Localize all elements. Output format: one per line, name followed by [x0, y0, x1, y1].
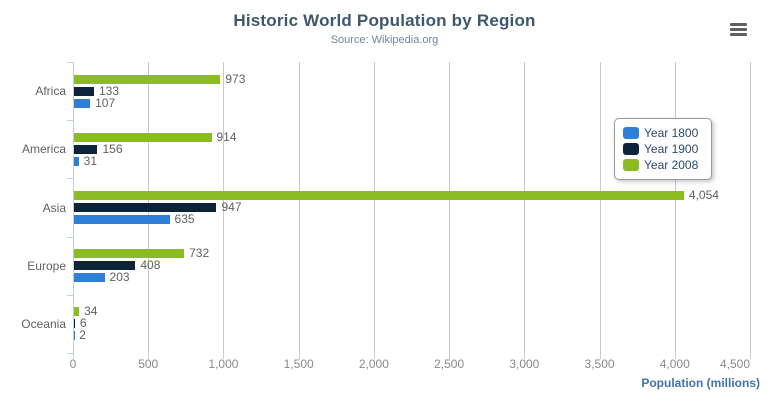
y-axis-tick: [67, 120, 73, 122]
bar-year-1900-asia[interactable]: [74, 203, 217, 212]
x-axis-tick: [373, 353, 375, 359]
x-axis-tick: [73, 353, 74, 359]
data-label: 156: [102, 141, 123, 156]
gridline: [449, 62, 451, 353]
x-tick-label: 3,000: [509, 357, 540, 371]
data-label: 4,054: [688, 188, 719, 202]
legend-label: Year 1800: [644, 126, 699, 140]
gridline: [674, 62, 676, 353]
x-axis-tick: [298, 353, 300, 359]
x-tick-label: 500: [138, 357, 159, 371]
bar-year-1800-asia[interactable]: [74, 215, 170, 224]
data-label: 732: [189, 246, 210, 261]
bar-year-2008-oceania[interactable]: [74, 307, 80, 317]
legend-item-year-2008[interactable]: Year 2008: [623, 157, 703, 173]
bar-year-1900-america[interactable]: [74, 144, 98, 154]
bar-year-1800-america[interactable]: [74, 156, 79, 166]
y-axis-tick: [67, 353, 73, 354]
x-axis-tick: [223, 353, 225, 359]
y-axis-tick: [67, 178, 73, 180]
x-axis-tick: [599, 353, 601, 359]
y-axis-tick: [67, 236, 73, 238]
x-axis-tick: [674, 353, 676, 359]
legend-symbol-icon: [623, 143, 639, 155]
x-axis-title: Population (millions): [641, 376, 760, 390]
bar-year-2008-europe[interactable]: [74, 249, 185, 259]
bar-year-1900-oceania[interactable]: [74, 319, 75, 329]
gridline: [524, 62, 526, 353]
x-axis-tick: [449, 353, 451, 359]
y-axis-tick: [67, 294, 73, 296]
legend: Year 1800 Year 1900 Year 2008: [614, 118, 712, 180]
data-label: 2: [79, 328, 86, 343]
gridline: [599, 62, 601, 353]
x-axis-tick: [750, 353, 751, 359]
context-menu-button[interactable]: [728, 21, 749, 38]
data-label: 133: [99, 83, 120, 98]
x-axis-tick: [148, 353, 150, 359]
x-tick-label: 4,000: [659, 357, 690, 371]
legend-symbol-icon: [623, 127, 639, 139]
bar-year-1900-africa[interactable]: [74, 86, 94, 96]
gridline: [750, 62, 751, 353]
legend-item-year-1800[interactable]: Year 1800: [623, 125, 703, 141]
gridline: [298, 62, 300, 353]
bar-year-2008-asia[interactable]: [74, 191, 684, 200]
plot-area: 973 133 107 914 156 31 4,054 947 635 732 408 203 34 6…: [67, 62, 751, 359]
legend-label: Year 2008: [644, 158, 699, 172]
category-label-africa: Africa: [35, 84, 66, 99]
category-label-america: America: [21, 142, 66, 157]
legend-item-year-1900[interactable]: Year 1900: [623, 141, 703, 157]
bar-year-1800-europe[interactable]: [74, 273, 105, 283]
x-tick-label: 3,500: [584, 357, 615, 371]
bar-year-1800-africa[interactable]: [74, 98, 91, 108]
x-tick-label: 0: [69, 357, 77, 371]
legend-label: Year 1900: [644, 142, 699, 156]
x-tick-label: 1,500: [283, 357, 314, 371]
data-label: 408: [140, 258, 161, 273]
x-tick-label: 2,000: [358, 357, 389, 371]
category-label-oceania: Oceania: [21, 316, 66, 331]
data-label: 635: [174, 212, 195, 226]
hamburger-icon: [730, 28, 747, 31]
data-label: 6: [79, 316, 87, 331]
bar-year-2008-america[interactable]: [74, 132, 212, 142]
data-label: 914: [216, 129, 237, 144]
data-label: 31: [83, 153, 98, 168]
legend-symbol-icon: [623, 159, 639, 171]
data-label: 34: [84, 304, 98, 319]
data-label: 107: [95, 95, 116, 110]
data-label: 203: [109, 270, 130, 285]
category-label-asia: Asia: [42, 200, 66, 215]
chart-subtitle: Source: Wikipedia.org: [330, 34, 439, 46]
x-tick-label: 4,500: [719, 357, 751, 371]
gridline: [373, 62, 375, 353]
gridline: [223, 62, 225, 353]
data-label: 947: [221, 200, 242, 214]
chart-title: Historic World Population by Region: [233, 11, 536, 30]
hamburger-icon: [730, 33, 747, 36]
x-tick-label: 2,500: [434, 357, 465, 371]
bar-year-2008-africa[interactable]: [74, 74, 221, 84]
category-axis-line: [73, 62, 74, 353]
x-axis-tick: [524, 353, 526, 359]
x-tick-label: 1,000: [208, 357, 239, 371]
data-label: 973: [225, 71, 246, 86]
hamburger-icon: [730, 23, 747, 26]
y-axis-tick: [67, 62, 73, 63]
category-label-europe: Europe: [27, 258, 66, 273]
bar-year-1900-europe[interactable]: [74, 261, 136, 271]
